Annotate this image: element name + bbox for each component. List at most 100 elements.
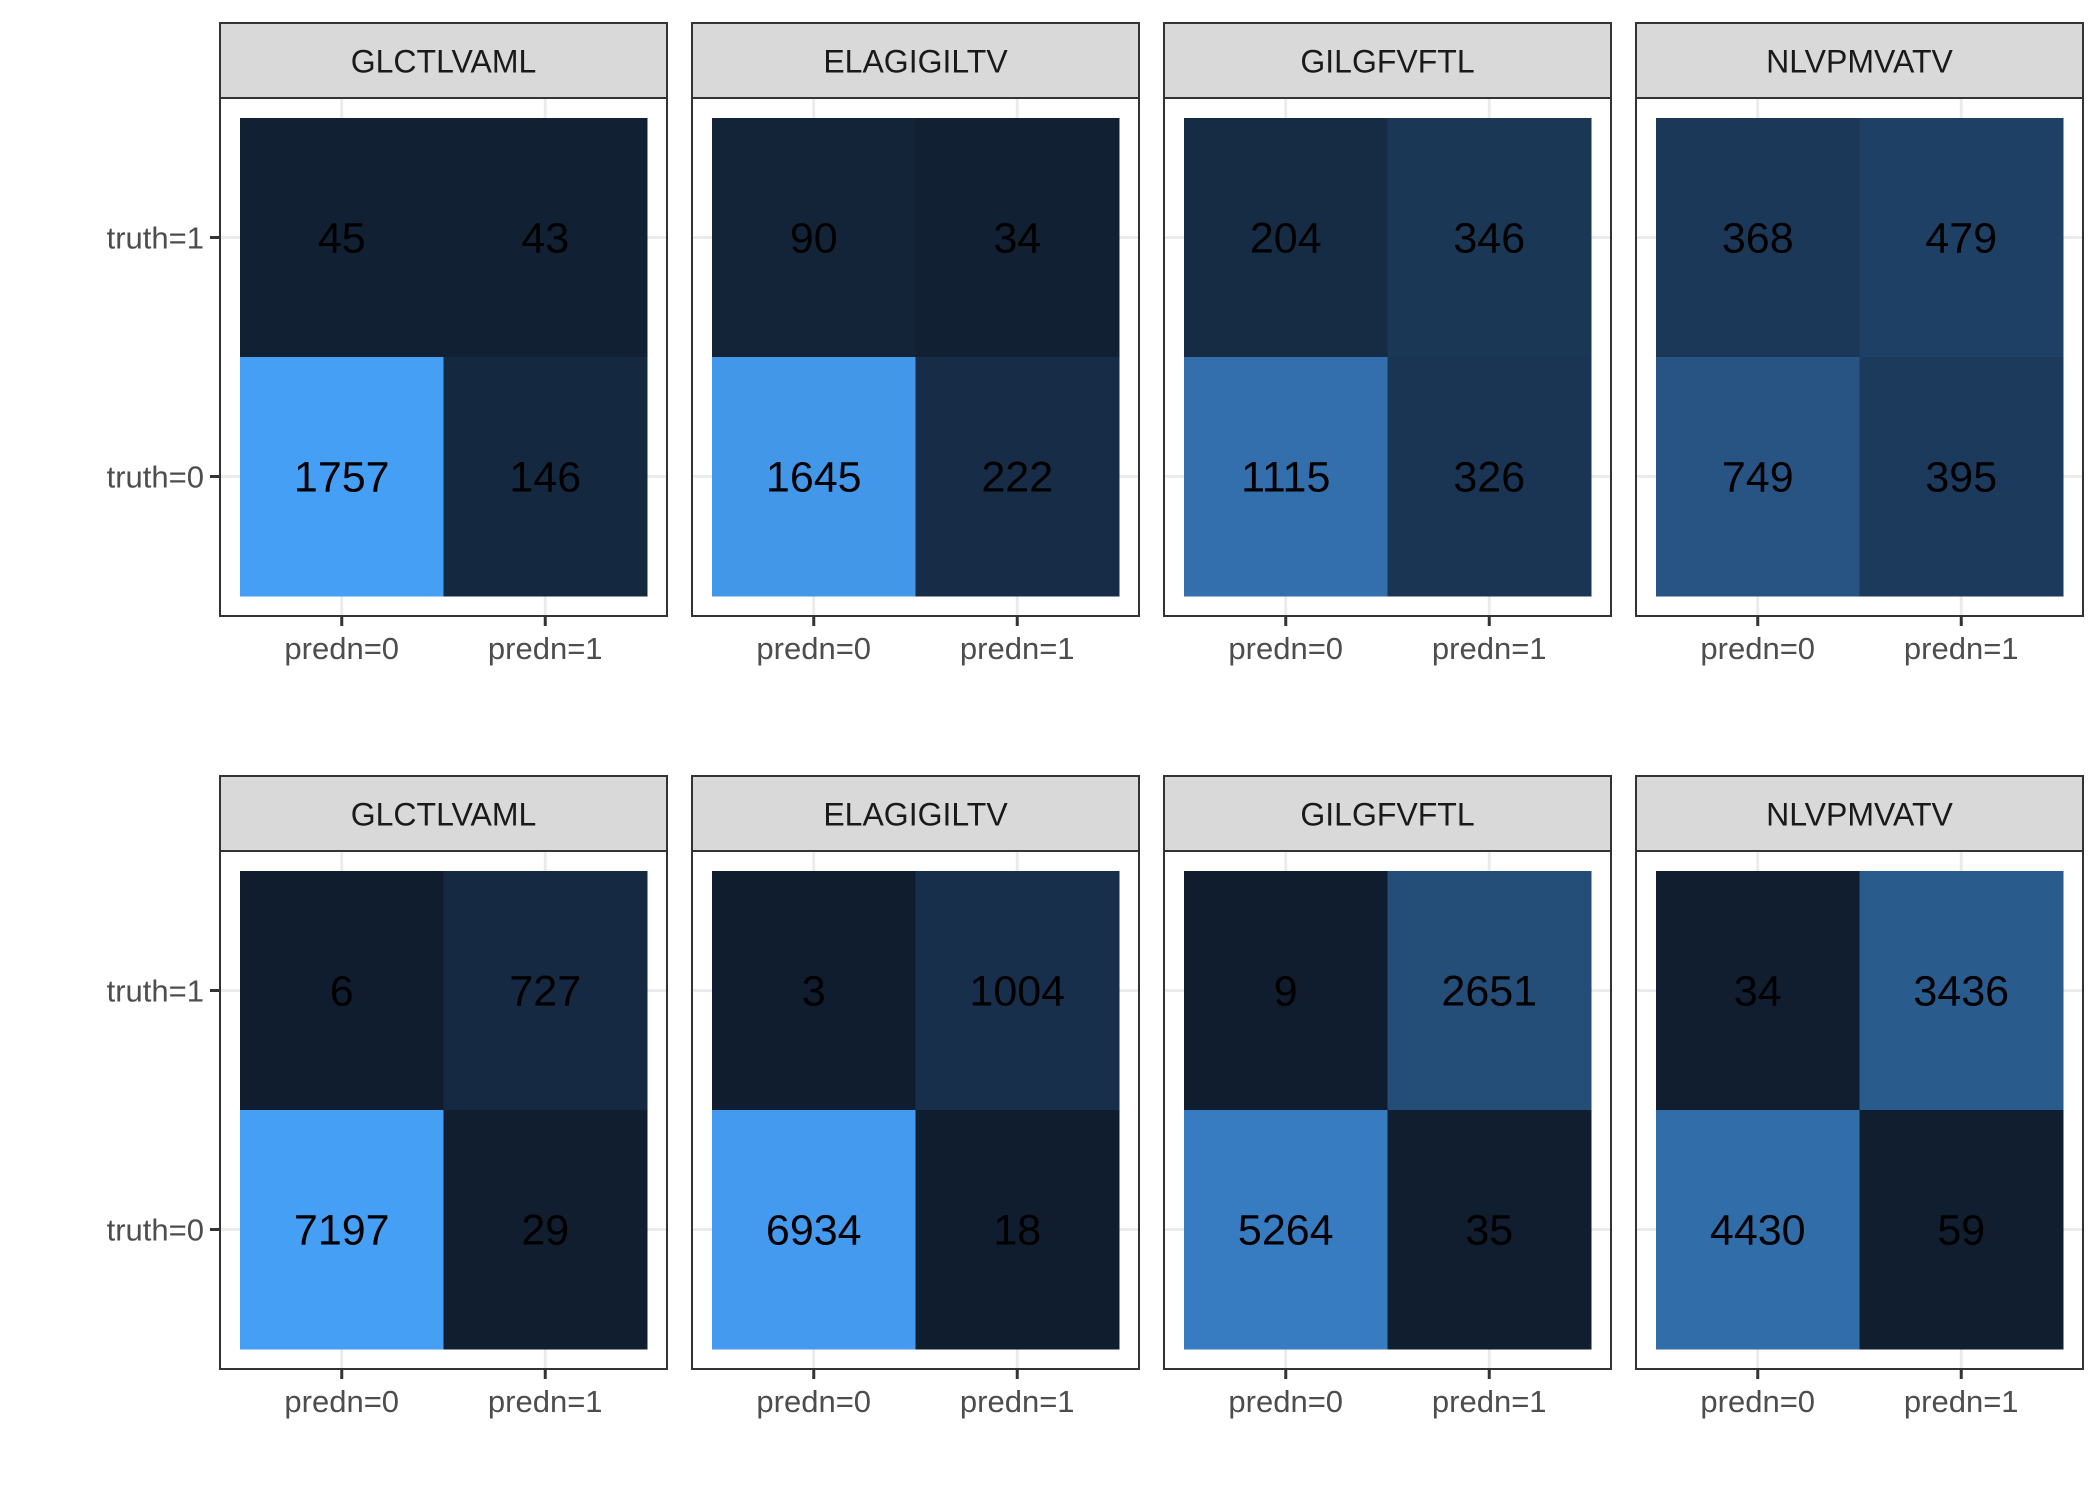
panel-border <box>691 97 1140 617</box>
tile-value-label: 4430 <box>1710 1207 1806 1255</box>
x-tick-label: predn=1 <box>488 631 603 666</box>
tile-value-label: 222 <box>981 454 1053 502</box>
facet-strip <box>1635 22 2084 99</box>
panel-border <box>1635 850 2084 1370</box>
tile-value-label: 59 <box>1937 1207 1985 1255</box>
tile-value-label: 35 <box>1465 1207 1513 1255</box>
x-tick-label: predn=0 <box>1228 1384 1343 1419</box>
facet-strip-label: NLVPMVATV <box>1766 797 1953 833</box>
heatmap-tile <box>712 357 916 597</box>
panel-border <box>219 97 668 617</box>
heatmap-tile <box>1656 1110 1860 1350</box>
tile-value-label: 3436 <box>1913 968 2009 1016</box>
heatmap-tile <box>712 871 916 1111</box>
panel-border <box>1163 850 1612 1370</box>
tile-value-label: 29 <box>521 1207 569 1255</box>
facet-panel: GILGFVFTL 204 346 1115 326 predn=0 predn=1 <box>1163 22 1612 666</box>
heatmap-tile <box>443 871 648 1111</box>
x-tick-label: predn=0 <box>756 1384 871 1419</box>
heatmap-tile <box>915 357 1120 597</box>
tile-value-label: 6934 <box>766 1207 862 1255</box>
x-tick-label: predn=0 <box>284 631 399 666</box>
x-tick-label: predn=0 <box>1700 1384 1815 1419</box>
tile-value-label: 45 <box>318 215 366 263</box>
tile-value-label: 749 <box>1722 454 1794 502</box>
tile-value-label: 5264 <box>1238 1207 1334 1255</box>
facet-panel: GLCTLVAML 45 43 1757 146 predn=0 predn=1 truth=… <box>107 22 668 666</box>
facet-strip <box>219 775 668 852</box>
facet-strip <box>219 22 668 99</box>
facet-strip <box>1635 775 2084 852</box>
heatmap-tile <box>1859 871 2064 1111</box>
x-tick-label: predn=1 <box>1432 631 1547 666</box>
heatmap-tile <box>1656 871 1860 1111</box>
y-tick-label: truth=1 <box>107 974 204 1009</box>
heatmap-tile <box>1184 118 1388 358</box>
tile-value-label: 368 <box>1722 215 1794 263</box>
tile-value-label: 1004 <box>969 968 1065 1016</box>
heatmap-tile <box>915 871 1120 1111</box>
tile-value-label: 6 <box>330 968 354 1016</box>
facet-strip-label: NLVPMVATV <box>1766 44 1953 80</box>
facet-strip <box>691 775 1140 852</box>
panel-border <box>691 850 1140 1370</box>
x-tick-label: predn=1 <box>1904 1384 2019 1419</box>
x-tick-label: predn=0 <box>756 631 871 666</box>
tile-value-label: 146 <box>509 454 581 502</box>
x-tick-label: predn=1 <box>488 1384 603 1419</box>
tile-value-label: 18 <box>993 1207 1041 1255</box>
tile-value-label: 3 <box>802 968 826 1016</box>
facet-panel: GILGFVFTL 9 2651 5264 35 predn=0 predn=1 <box>1163 775 1612 1419</box>
heatmap-tile <box>712 118 916 358</box>
facet-strip <box>1163 22 1612 99</box>
y-tick-label: truth=0 <box>107 1213 204 1248</box>
facet-strip-label: ELAGIGILTV <box>823 44 1008 80</box>
heatmap-tile <box>1184 1110 1388 1350</box>
y-tick-label: truth=1 <box>107 221 204 256</box>
x-tick-label: predn=1 <box>1432 1384 1547 1419</box>
facet-strip-label: GILGFVFTL <box>1300 797 1474 833</box>
facet-panel: ELAGIGILTV 3 1004 6934 18 predn=0 predn=1 <box>691 775 1140 1419</box>
tile-value-label: 204 <box>1250 215 1322 263</box>
x-tick-label: predn=1 <box>960 1384 1075 1419</box>
tile-value-label: 1757 <box>294 454 390 502</box>
tile-value-label: 34 <box>1734 968 1782 1016</box>
x-tick-label: predn=0 <box>284 1384 399 1419</box>
heatmap-tile <box>240 118 444 358</box>
heatmap-tile <box>1387 357 1592 597</box>
heatmap-tile <box>1859 357 2064 597</box>
tile-value-label: 7197 <box>294 1207 390 1255</box>
facet-panel: NLVPMVATV 368 479 749 395 predn=0 predn=1 <box>1635 22 2084 666</box>
heatmap-tile <box>1859 1110 2064 1350</box>
tile-value-label: 90 <box>790 215 838 263</box>
tile-value-label: 2651 <box>1441 968 1537 1016</box>
heatmap-tile <box>240 1110 444 1350</box>
heatmap-tile <box>240 357 444 597</box>
tile-value-label: 9 <box>1274 968 1298 1016</box>
facet-strip-label: GILGFVFTL <box>1300 44 1474 80</box>
panel-border <box>219 850 668 1370</box>
facet-panel: GLCTLVAML 6 727 7197 29 predn=0 predn=1 truth=1… <box>107 775 668 1419</box>
x-tick-label: predn=1 <box>1904 631 2019 666</box>
tile-value-label: 34 <box>993 215 1041 263</box>
heatmap-tile <box>915 118 1120 358</box>
heatmap-tile <box>1387 1110 1592 1350</box>
facet-panel: NLVPMVATV 34 3436 4430 59 predn=0 predn=1 <box>1635 775 2084 1419</box>
heatmap-tile <box>443 357 648 597</box>
facet-strip-label: ELAGIGILTV <box>823 797 1008 833</box>
tile-value-label: 479 <box>1925 215 1997 263</box>
tile-value-label: 1115 <box>1241 454 1330 502</box>
tile-value-label: 346 <box>1453 215 1525 263</box>
heatmap-tile <box>240 871 444 1111</box>
panel-border <box>1163 97 1612 617</box>
x-tick-label: predn=0 <box>1228 631 1343 666</box>
panel-border <box>1635 97 2084 617</box>
tile-value-label: 326 <box>1453 454 1525 502</box>
heatmap-tile <box>1656 357 1860 597</box>
tile-value-label: 395 <box>1925 454 1997 502</box>
heatmap-tile <box>1387 118 1592 358</box>
heatmap-tile <box>915 1110 1120 1350</box>
y-tick-label: truth=0 <box>107 460 204 495</box>
facet-strip-label: GLCTLVAML <box>351 44 537 80</box>
heatmap-tile <box>1184 871 1388 1111</box>
